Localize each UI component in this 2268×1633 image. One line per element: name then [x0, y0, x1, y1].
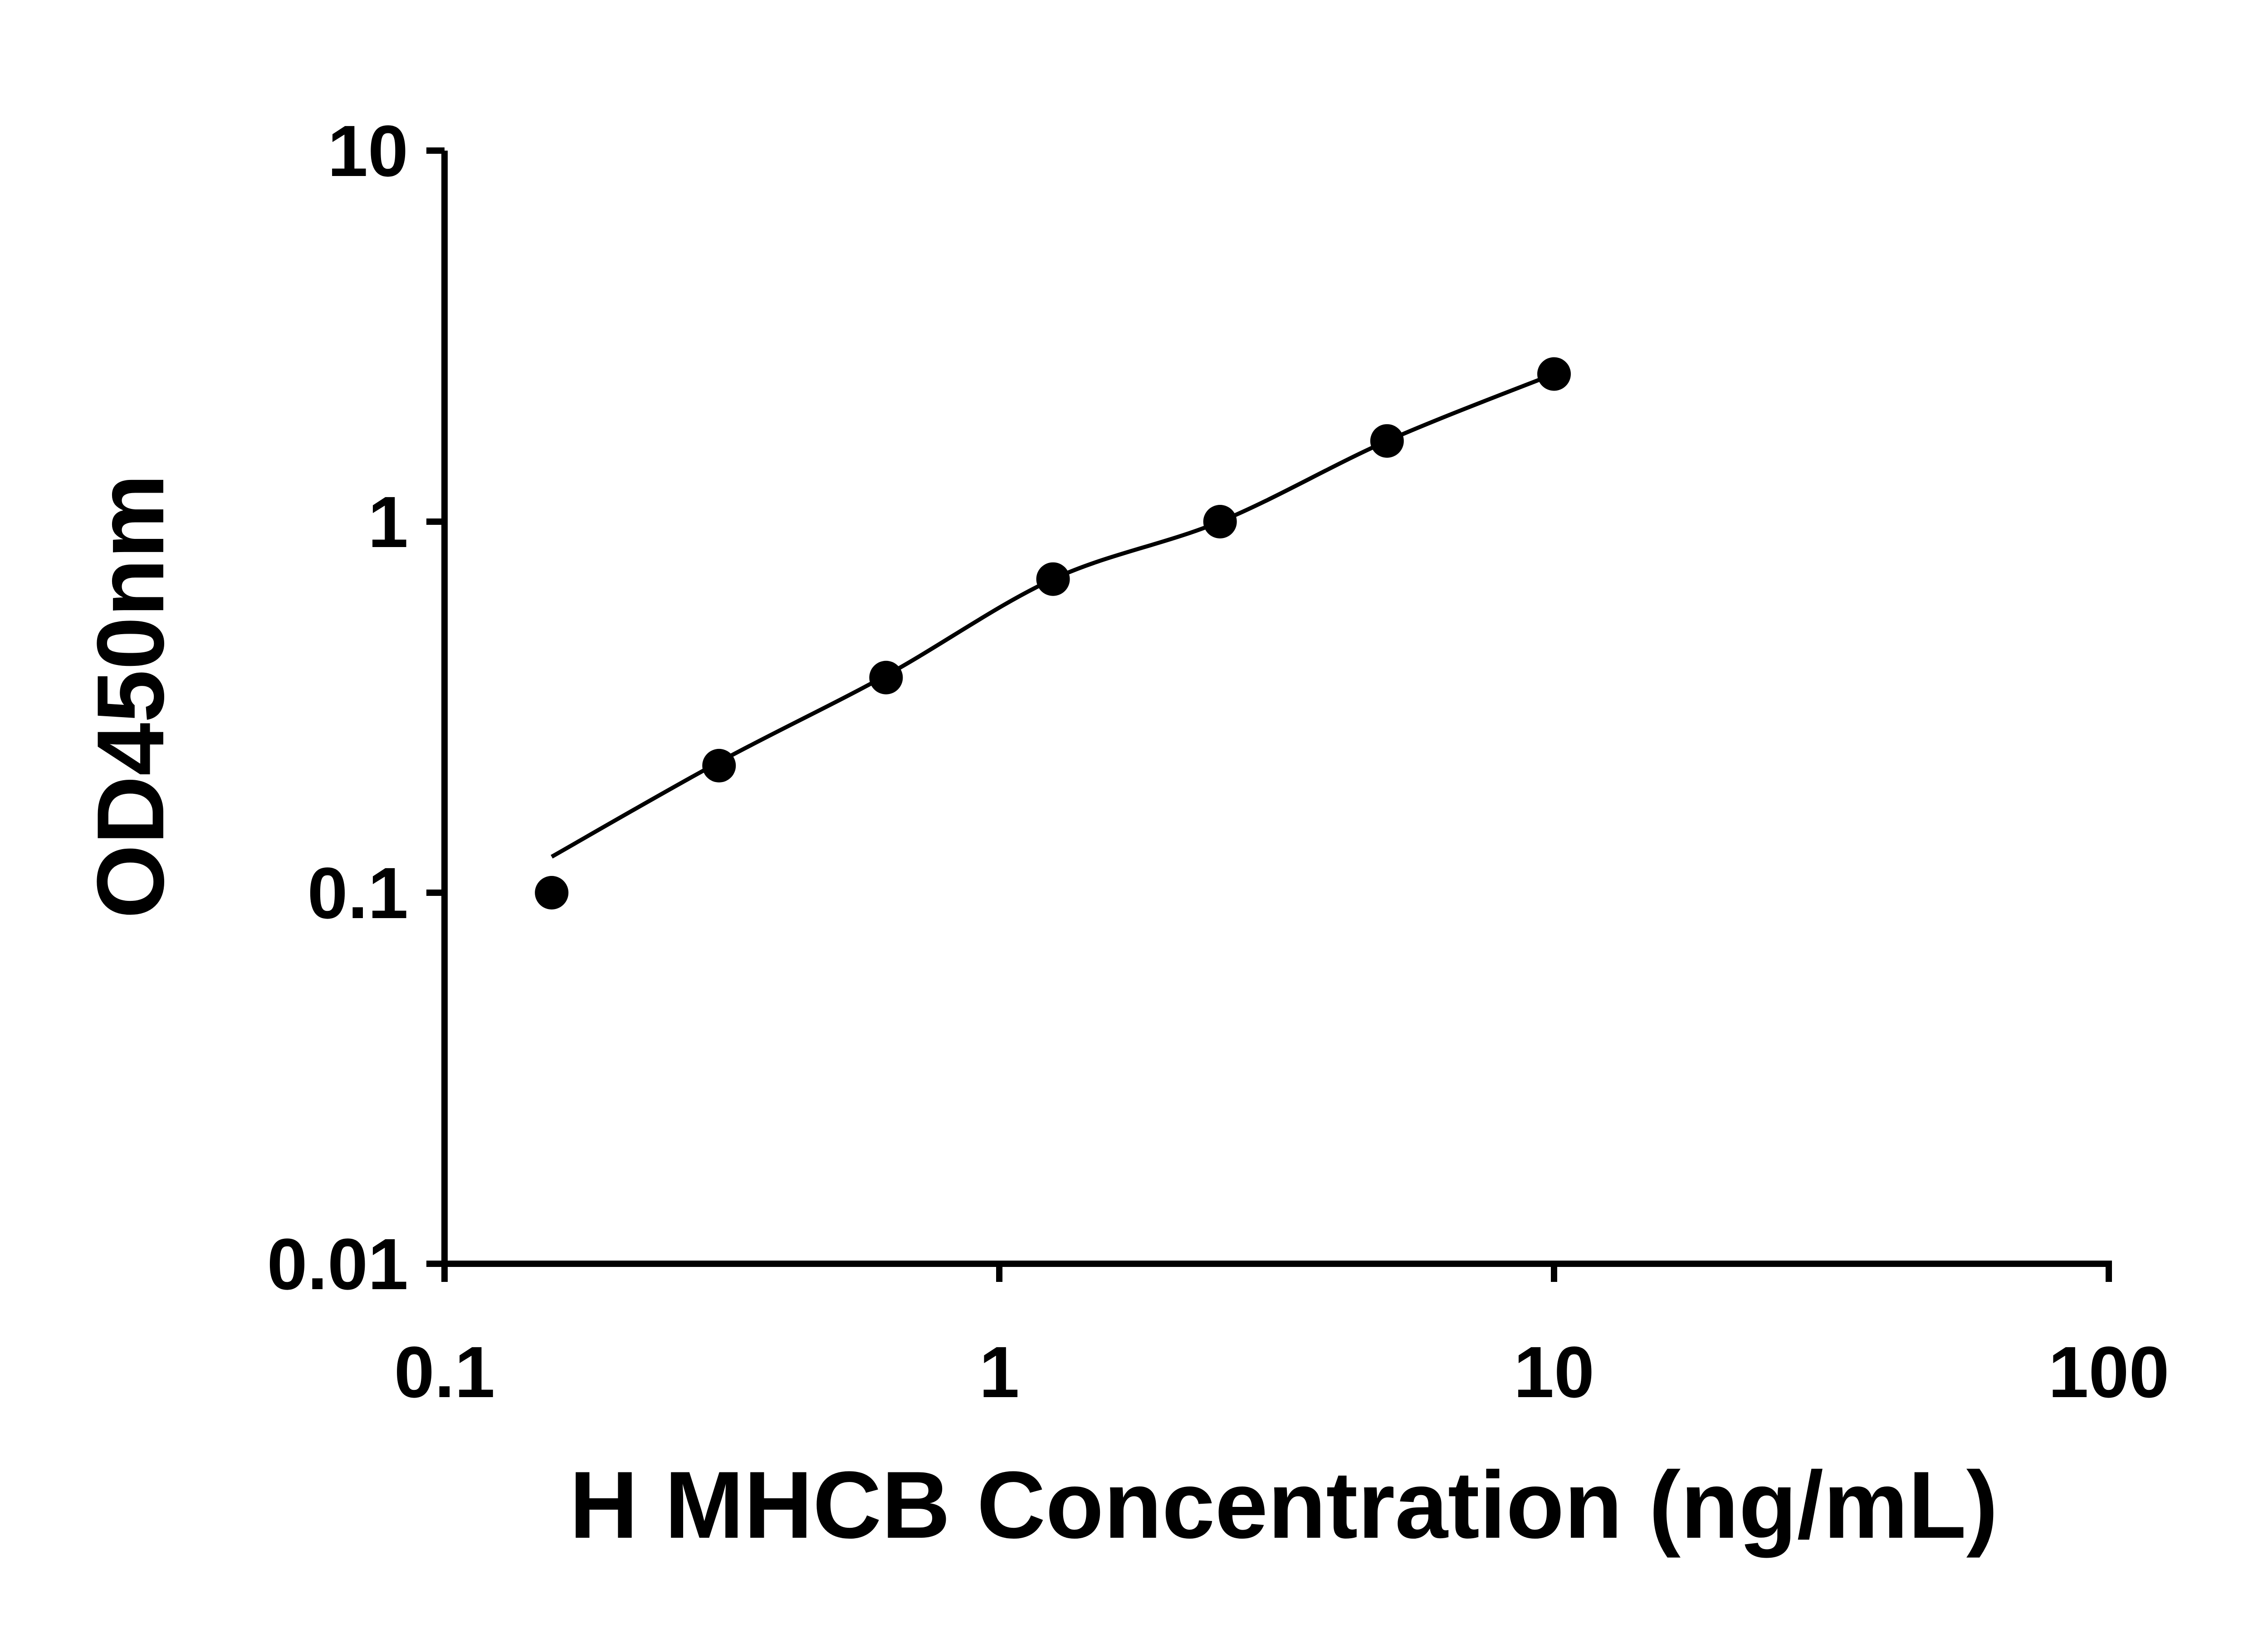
axis-frame: [441, 151, 2112, 1267]
data-point: [1203, 505, 1237, 538]
data-point: [1036, 562, 1070, 596]
y-axis-tick-label: 0.1: [308, 852, 408, 934]
data-point: [702, 748, 736, 782]
y-axis-title: OD450nm: [77, 474, 184, 919]
data-point: [535, 876, 569, 909]
x-axis-tick-label: 100: [2048, 1331, 2170, 1413]
x-axis-tick-label: 1: [979, 1331, 1020, 1413]
y-axis-tick-label: 10: [327, 110, 408, 191]
x-axis-tick-label: 0.1: [394, 1331, 495, 1413]
data-point: [869, 660, 903, 694]
x-axis-title: H MHCB Concentration (ng/mL): [569, 1452, 1998, 1558]
y-axis-tick-label: 1: [368, 481, 408, 562]
data-point: [1537, 357, 1571, 391]
fit-line: [550, 372, 1555, 859]
x-axis-tick-label: 10: [1514, 1331, 1594, 1413]
y-axis-tick-label: 0.01: [267, 1223, 408, 1305]
plot-area: 0.1 1 10 100 0.01 0.1 1 10: [267, 110, 2170, 1413]
data-point: [1370, 424, 1404, 458]
